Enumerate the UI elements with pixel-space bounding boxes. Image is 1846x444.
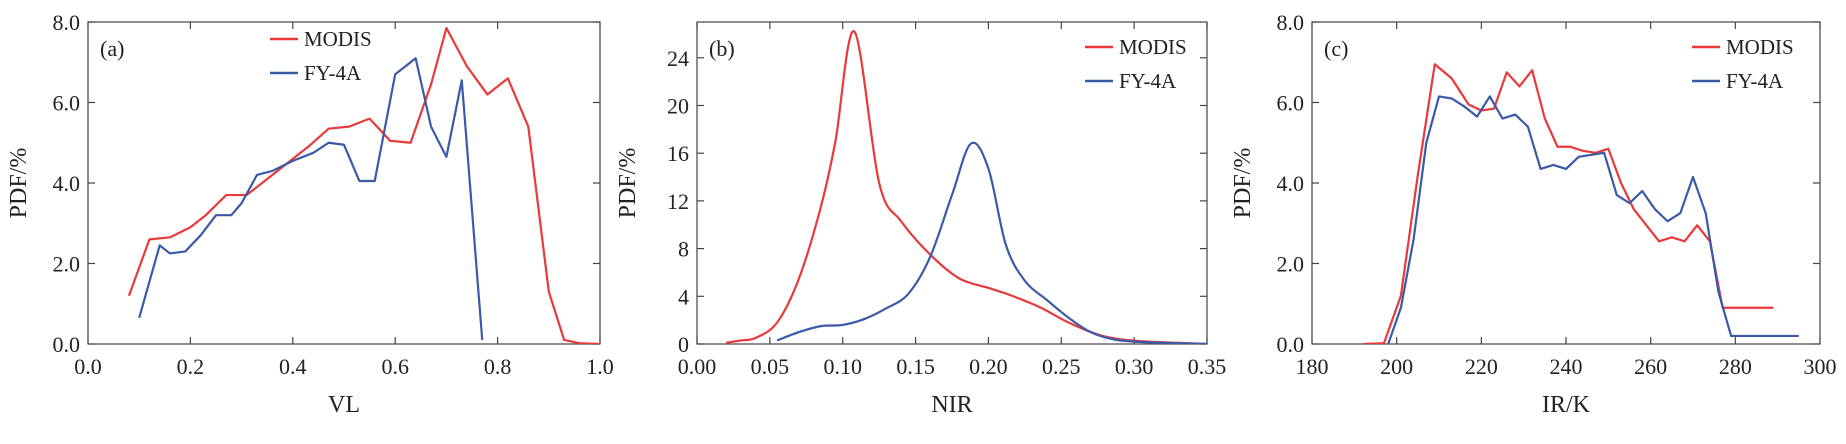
y-tick-label: 8.0 bbox=[53, 10, 81, 35]
x-tick-label: 0.00 bbox=[678, 354, 717, 379]
y-axis-label: PDF/% bbox=[615, 148, 641, 219]
y-tick-label: 24 bbox=[667, 46, 689, 71]
x-tick-label: 0.10 bbox=[823, 354, 862, 379]
x-tick-label: 0.8 bbox=[484, 354, 512, 379]
panel-a-vl: 0.0 0.2 0.4 0.6 0.8 1.0 0.0 2.0 4.0 6.0 8.0 VL PDF/%… bbox=[6, 10, 614, 418]
y-tick-label: 4.0 bbox=[1277, 171, 1305, 196]
x-tick-label: 0.4 bbox=[279, 354, 307, 379]
y-tick-label: 0 bbox=[678, 332, 689, 357]
y-tick-label: 4.0 bbox=[53, 171, 81, 196]
series-line-fy-4a bbox=[776, 141, 1207, 344]
x-axis-label: VL bbox=[328, 392, 360, 418]
x-tick-label: 220 bbox=[1465, 354, 1498, 379]
legend-label: MODIS bbox=[1726, 35, 1794, 59]
x-tick-label: 180 bbox=[1296, 354, 1329, 379]
x-tick-label: 0.25 bbox=[1042, 354, 1081, 379]
y-tick-label: 6.0 bbox=[53, 91, 81, 116]
series-line-fy-4a bbox=[138, 57, 484, 341]
x-tick-label: 300 bbox=[1804, 354, 1837, 379]
x-tick-label: 200 bbox=[1380, 354, 1413, 379]
panel-label: (a) bbox=[100, 36, 124, 61]
x-axis-label: IR/K bbox=[1542, 392, 1591, 418]
x-axis-label: NIR bbox=[931, 392, 972, 418]
panel-b-nir: 0.00 0.05 0.10 0.15 0.20 0.25 0.30 0.35 0 4 8 12 16 2… bbox=[615, 21, 1227, 418]
y-tick-label: 12 bbox=[667, 189, 689, 214]
legend-label: FY-4A bbox=[1726, 69, 1784, 93]
y-tick-label: 20 bbox=[667, 93, 689, 118]
legend-label: MODIS bbox=[304, 27, 372, 51]
y-tick-label: 0.0 bbox=[53, 332, 81, 357]
panel-label: (b) bbox=[709, 36, 735, 61]
y-tick-label: 6.0 bbox=[1277, 91, 1305, 116]
y-axis-label: PDF/% bbox=[6, 148, 32, 219]
y-tick-label: 0.0 bbox=[1277, 332, 1305, 357]
series-line-modis bbox=[127, 26, 600, 344]
legend-label: FY-4A bbox=[1119, 69, 1177, 93]
x-tick-label: 1.0 bbox=[586, 354, 614, 379]
legend-label: FY-4A bbox=[304, 61, 362, 85]
x-tick-label: 0.20 bbox=[969, 354, 1008, 379]
x-tick-label: 0.6 bbox=[381, 354, 409, 379]
series-line-modis bbox=[1362, 63, 1774, 344]
y-tick-label: 2.0 bbox=[53, 252, 81, 277]
series-line-fy-4a bbox=[1387, 95, 1799, 344]
x-tick-label: 0.0 bbox=[74, 354, 102, 379]
x-tick-label: 0.35 bbox=[1188, 354, 1227, 379]
y-tick-label: 2.0 bbox=[1277, 252, 1305, 277]
y-tick-label: 16 bbox=[667, 141, 689, 166]
panel-c-ir: 180 200 220 240 260 280 300 0.0 2.0 4.0 6.0 8.0 IR/K… bbox=[1230, 10, 1837, 418]
panel-label: (c) bbox=[1324, 36, 1348, 61]
x-tick-label: 0.30 bbox=[1115, 354, 1154, 379]
y-axis-label: PDF/% bbox=[1230, 148, 1256, 219]
y-tick-label: 8 bbox=[678, 237, 689, 262]
x-tick-label: 260 bbox=[1634, 354, 1667, 379]
x-tick-label: 240 bbox=[1550, 354, 1583, 379]
plot-frame bbox=[696, 21, 1208, 345]
x-tick-label: 280 bbox=[1719, 354, 1752, 379]
x-tick-label: 0.2 bbox=[177, 354, 205, 379]
y-tick-label: 4 bbox=[678, 284, 689, 309]
legend-label: MODIS bbox=[1119, 35, 1187, 59]
x-tick-label: 0.05 bbox=[751, 354, 790, 379]
x-tick-label: 0.15 bbox=[896, 354, 935, 379]
y-tick-label: 8.0 bbox=[1277, 10, 1305, 35]
